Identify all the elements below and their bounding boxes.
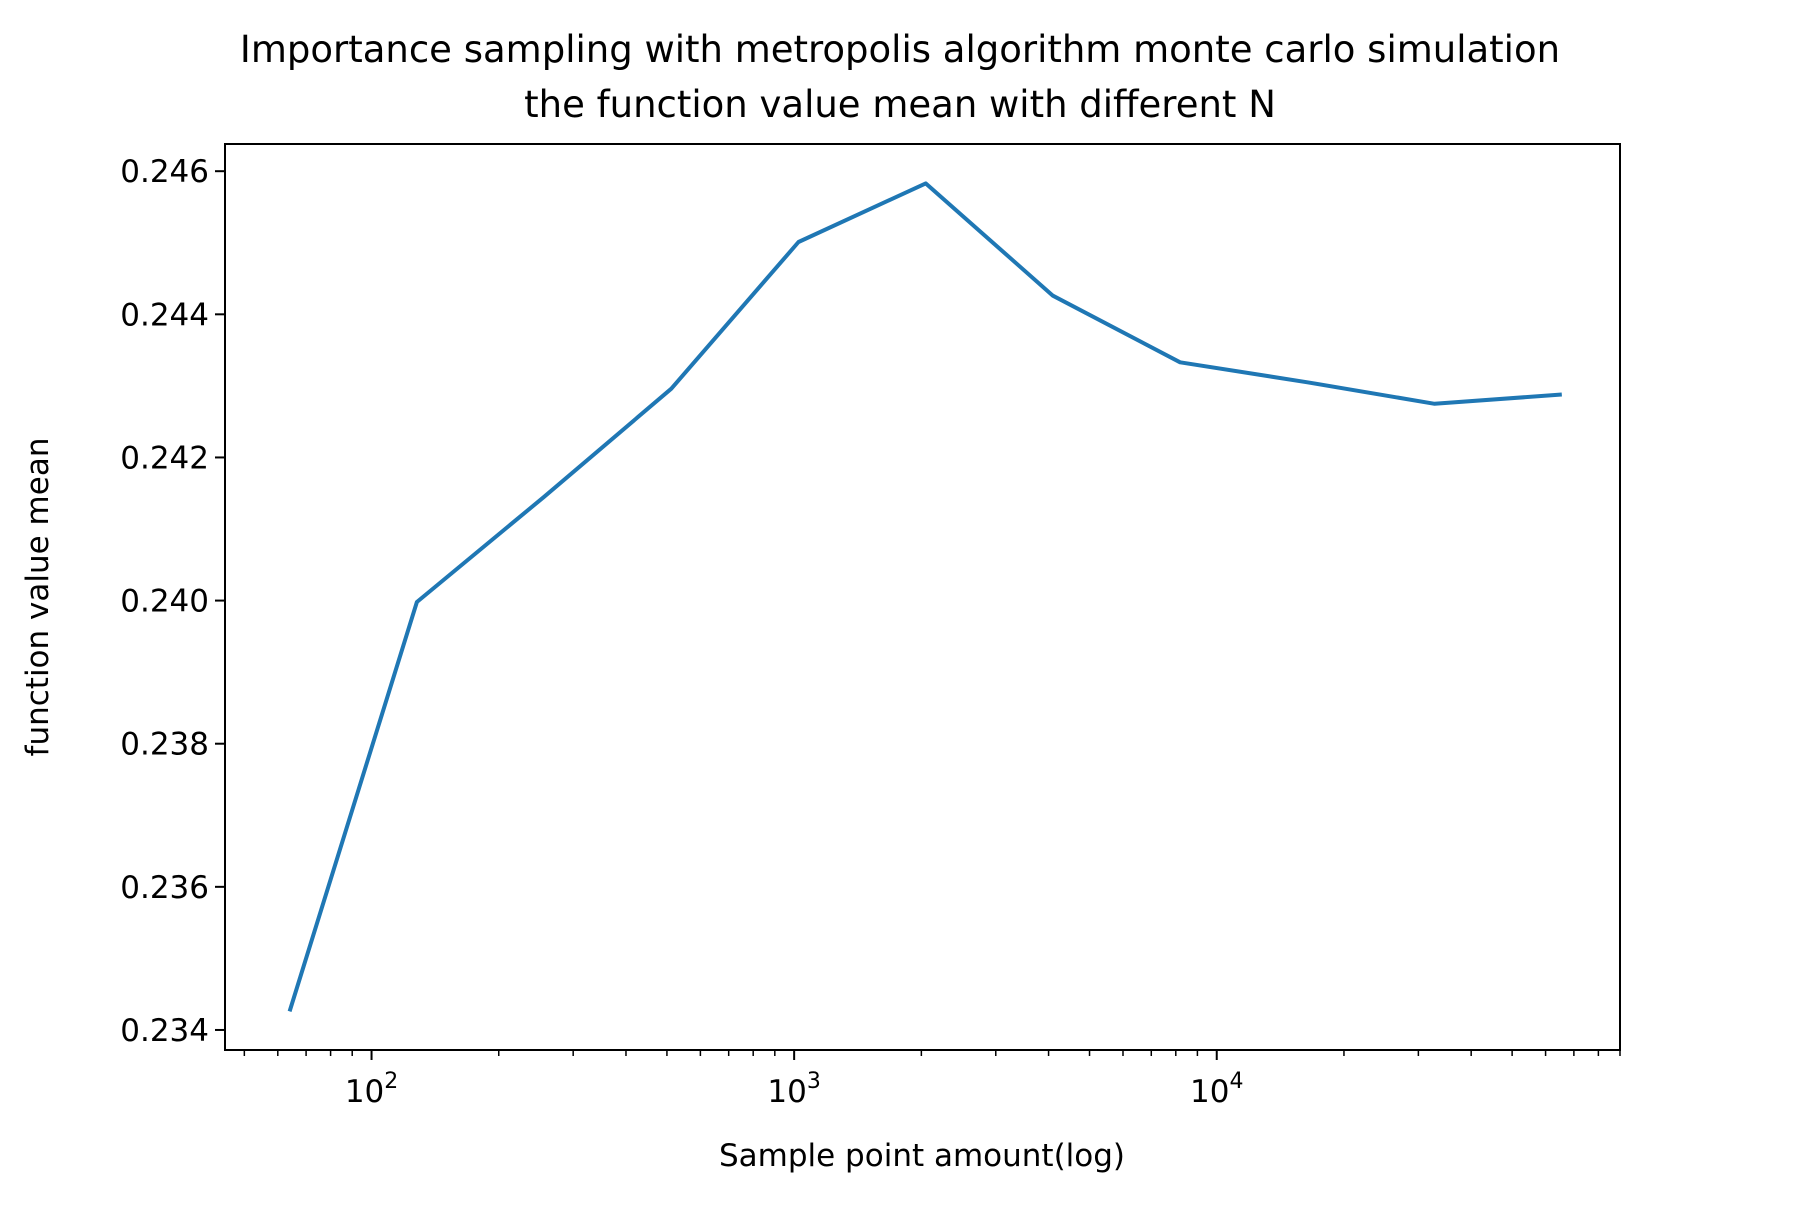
x-tick-label-base: 10 (767, 1074, 806, 1110)
plot-area-frame (225, 144, 1620, 1050)
y-tick-label: 0.234 (120, 1013, 209, 1049)
chart-title-line-1: Importance sampling with metropolis algo… (240, 28, 1560, 71)
x-tick-label-base: 10 (345, 1074, 384, 1110)
x-tick-label: 102 (345, 1069, 398, 1110)
x-tick-label-exponent: 3 (807, 1069, 821, 1094)
y-tick-label: 0.246 (120, 154, 209, 190)
y-tick-label: 0.244 (120, 297, 209, 333)
x-tick-label-exponent: 2 (384, 1069, 398, 1094)
y-tick-label: 0.238 (120, 727, 209, 763)
series-layer (290, 183, 1562, 1011)
series-line (290, 183, 1562, 1011)
x-tick-label-exponent: 4 (1229, 1069, 1243, 1094)
x-tick-label: 104 (1190, 1069, 1243, 1110)
x-tick-label: 103 (767, 1069, 820, 1110)
x-axis-label: Sample point amount(log) (719, 1138, 1125, 1174)
y-tick-label: 0.240 (120, 584, 209, 620)
y-axis-label: function value mean (20, 438, 56, 757)
y-tick-label: 0.236 (120, 870, 209, 906)
y-tick-label: 0.242 (120, 440, 209, 476)
chart-title-line-2: the function value mean with different N (524, 83, 1276, 126)
x-tick-label-base: 10 (1190, 1074, 1229, 1110)
